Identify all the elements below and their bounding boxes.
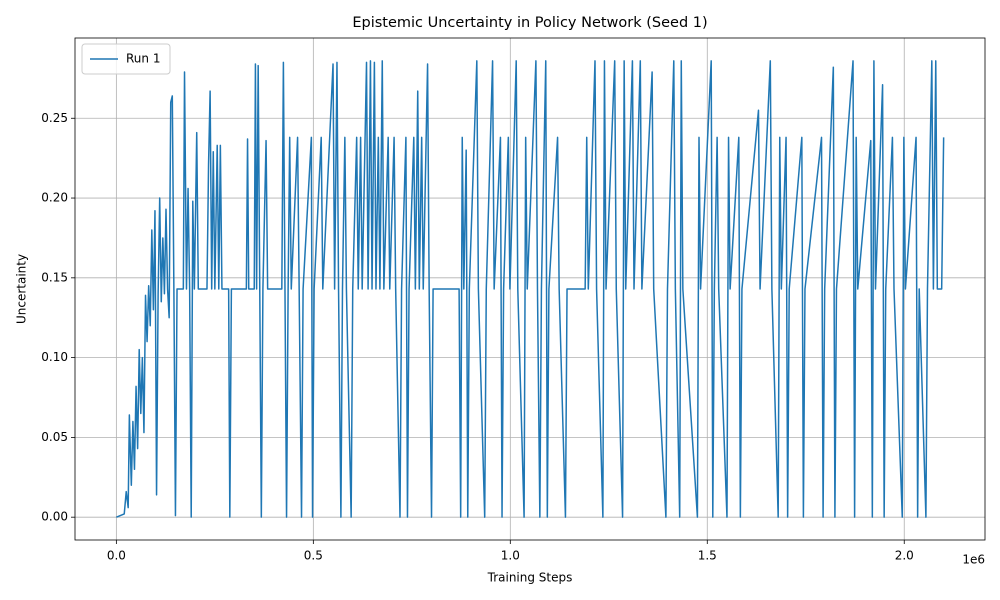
legend-label: Run 1 [126, 52, 160, 66]
x-offset-label: 1e6 [962, 553, 985, 567]
data-line [116, 60, 945, 518]
plot-frame [74, 37, 986, 541]
legend-box [81, 43, 171, 75]
y-axis-label: Uncertainty [15, 254, 29, 324]
y-tick-label: 0.10 [41, 350, 68, 364]
chart-title: Epistemic Uncertainty in Policy Network … [352, 15, 707, 31]
x-tick-label: 2.0 [895, 549, 914, 563]
x-tick-label: 1.0 [501, 549, 520, 563]
y-tick-label: 0.20 [41, 191, 68, 205]
x-axis-label: Training Steps [487, 571, 573, 585]
x-tick-label: 0.5 [304, 549, 323, 563]
x-tick-label: 0.0 [107, 549, 126, 563]
x-tick-label: 1.5 [698, 549, 717, 563]
y-tick-label: 0.00 [41, 510, 68, 524]
y-tick-label: 0.25 [41, 111, 68, 125]
y-tick-label: 0.15 [41, 270, 68, 284]
y-tick-label: 0.05 [41, 430, 68, 444]
